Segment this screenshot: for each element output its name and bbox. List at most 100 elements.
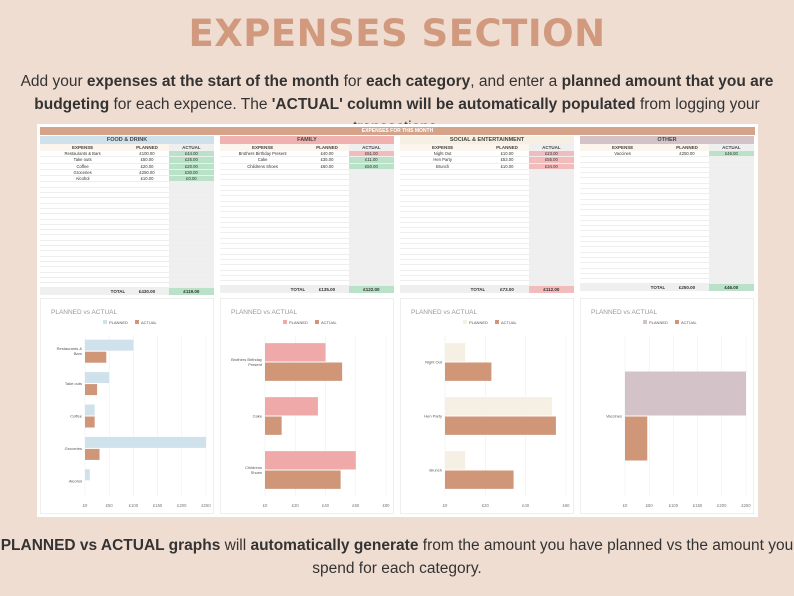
table-cell[interactable]: £34.00 <box>528 163 574 170</box>
table-cell[interactable]: £23.00 <box>528 151 574 158</box>
table-cell[interactable] <box>220 222 306 229</box>
table-cell[interactable]: £20.00 <box>168 163 214 170</box>
table-cell[interactable]: £0.00 <box>168 175 214 183</box>
table-cell[interactable] <box>485 270 529 276</box>
table-cell[interactable] <box>348 222 394 229</box>
table-cell[interactable] <box>305 264 349 271</box>
table-cell[interactable] <box>528 254 574 260</box>
table-cell[interactable] <box>348 259 394 266</box>
table-cell[interactable] <box>168 266 214 273</box>
table-cell[interactable] <box>40 187 126 194</box>
table-cell[interactable] <box>580 193 666 200</box>
table-cell[interactable] <box>580 167 666 174</box>
table-cell[interactable] <box>708 209 754 216</box>
table-cell[interactable] <box>708 257 754 264</box>
table-cell[interactable] <box>485 243 529 250</box>
table-cell[interactable] <box>220 190 306 197</box>
table-cell[interactable] <box>528 227 574 234</box>
table-cell[interactable] <box>528 259 574 266</box>
table-cell[interactable] <box>580 278 666 285</box>
table-cell[interactable] <box>125 282 169 289</box>
table-cell[interactable] <box>125 266 169 273</box>
table-cell[interactable] <box>348 190 394 197</box>
table-cell[interactable] <box>708 268 754 274</box>
table-cell[interactable] <box>220 264 306 271</box>
table-cell[interactable] <box>485 174 529 181</box>
table-cell[interactable] <box>305 238 349 245</box>
table-cell[interactable] <box>125 219 169 225</box>
table-cell[interactable] <box>40 224 126 231</box>
table-cell[interactable] <box>168 234 214 241</box>
table-cell[interactable] <box>400 280 486 287</box>
table-cell[interactable] <box>348 174 394 181</box>
table-cell[interactable] <box>665 193 709 200</box>
table-cell[interactable] <box>665 262 709 269</box>
table-cell[interactable] <box>485 211 529 218</box>
table-cell[interactable] <box>348 217 394 223</box>
table-cell[interactable] <box>485 232 529 239</box>
table-cell[interactable] <box>528 201 574 207</box>
table-cell[interactable]: £10.00 <box>485 151 529 158</box>
table-cell[interactable] <box>580 225 666 232</box>
table-cell[interactable] <box>400 174 486 181</box>
table-cell[interactable] <box>400 270 486 276</box>
table-cell[interactable] <box>528 206 574 213</box>
table-cell[interactable] <box>220 280 306 287</box>
table-cell[interactable] <box>220 201 306 207</box>
table-cell[interactable] <box>125 272 169 278</box>
table-cell[interactable] <box>220 227 306 234</box>
table-cell[interactable] <box>400 222 486 229</box>
table-cell[interactable] <box>305 179 349 186</box>
table-cell[interactable] <box>485 217 529 223</box>
table-cell[interactable] <box>485 280 529 287</box>
table-cell[interactable] <box>348 232 394 239</box>
table-cell[interactable]: £11.00 <box>348 156 394 164</box>
table-cell[interactable] <box>40 208 126 215</box>
table-cell[interactable] <box>400 254 486 260</box>
table-cell[interactable] <box>348 275 394 282</box>
table-cell[interactable] <box>665 241 709 248</box>
table-cell[interactable] <box>305 185 349 192</box>
table-cell[interactable]: £10.00 <box>125 175 169 183</box>
table-cell[interactable] <box>40 213 126 220</box>
table-cell[interactable] <box>485 222 529 229</box>
table-cell[interactable] <box>348 243 394 250</box>
table-cell[interactable] <box>708 241 754 248</box>
table-cell[interactable] <box>528 217 574 223</box>
table-cell[interactable] <box>40 282 126 289</box>
table-cell[interactable] <box>40 261 126 268</box>
table-cell[interactable] <box>125 213 169 220</box>
table-cell[interactable] <box>348 238 394 245</box>
table-cell[interactable] <box>708 246 754 253</box>
table-cell[interactable] <box>580 199 666 205</box>
table-cell[interactable] <box>220 174 306 181</box>
table-cell[interactable] <box>125 240 169 247</box>
table-cell[interactable] <box>168 208 214 215</box>
table-cell[interactable] <box>305 206 349 213</box>
table-cell[interactable] <box>485 227 529 234</box>
table-cell[interactable]: Vaccines <box>580 151 666 158</box>
table-cell[interactable] <box>708 204 754 211</box>
table-cell[interactable] <box>40 234 126 241</box>
table-cell[interactable] <box>168 250 214 257</box>
table-cell[interactable] <box>348 280 394 287</box>
table-cell[interactable] <box>665 188 709 195</box>
table-cell[interactable] <box>528 275 574 282</box>
table-cell[interactable]: £51.00 <box>348 151 394 158</box>
table-cell[interactable] <box>528 238 574 245</box>
table-cell[interactable] <box>665 257 709 264</box>
table-cell[interactable] <box>348 169 394 176</box>
table-cell[interactable] <box>580 177 666 184</box>
table-cell[interactable]: £10.00 <box>485 163 529 170</box>
table-cell[interactable] <box>400 206 486 213</box>
table-cell[interactable] <box>708 199 754 205</box>
table-cell[interactable] <box>665 215 709 221</box>
table-cell[interactable] <box>708 156 754 163</box>
table-cell[interactable] <box>400 232 486 239</box>
table-cell[interactable] <box>400 243 486 250</box>
table-cell[interactable] <box>305 174 349 181</box>
table-cell[interactable] <box>305 227 349 234</box>
table-cell[interactable]: £50.00 <box>125 156 169 164</box>
table-cell[interactable] <box>665 204 709 211</box>
table-cell[interactable] <box>305 195 349 202</box>
